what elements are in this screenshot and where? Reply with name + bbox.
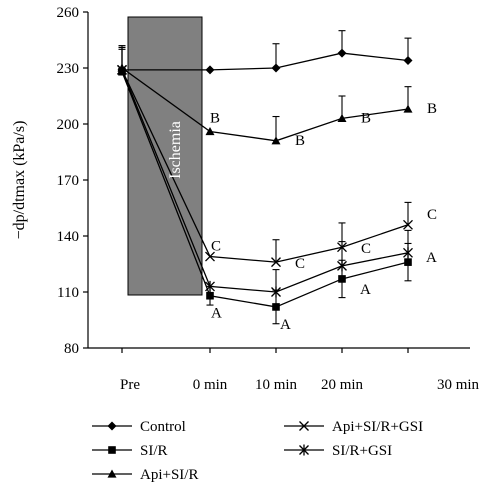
data-point	[337, 48, 347, 58]
y-tick-label: 170	[57, 173, 80, 189]
group-label: B	[295, 133, 305, 149]
series-4	[118, 46, 413, 298]
data-point	[403, 247, 413, 259]
series-layer: A A A A B B B B C C C C	[118, 30, 437, 333]
legend-marker	[107, 469, 117, 478]
y-tick-label: 260	[57, 5, 80, 21]
series-0	[118, 30, 413, 75]
pre-markers	[117, 63, 127, 76]
y-tick-label: 110	[57, 285, 79, 301]
series-2: B B B B	[118, 45, 437, 149]
y-tick-label: 140	[57, 229, 80, 245]
data-point	[206, 291, 214, 300]
data-point	[403, 104, 413, 113]
data-point	[337, 260, 347, 272]
x-tick-label: 20 min	[321, 377, 364, 393]
legend-label: SI/R+GSI	[332, 443, 392, 459]
legend-item: Api+SI/R	[92, 467, 198, 483]
x-tick-label: Pre	[120, 377, 140, 393]
data-point	[404, 258, 412, 266]
data-point	[403, 219, 413, 230]
data-point	[271, 257, 281, 268]
legend-label: Api+SI/R+GSI	[332, 419, 423, 435]
legend-marker	[299, 421, 309, 431]
data-point	[271, 63, 281, 73]
group-label: B	[210, 110, 220, 126]
data-point	[272, 303, 280, 311]
data-point	[403, 56, 413, 66]
legend-item: Api+SI/R+GSI	[284, 419, 423, 435]
y-tick-label: 230	[57, 61, 80, 77]
legend-item: SI/R	[92, 443, 168, 459]
legend: Control SI/R Api+SI/R Api+SI/R+GSI SI/R+GSI	[92, 419, 423, 483]
y-tick-label: 80	[64, 341, 79, 357]
group-label: B	[427, 101, 437, 117]
ischemia-box	[127, 16, 203, 296]
group-label: C	[427, 207, 437, 223]
legend-label: Api+SI/R	[140, 467, 198, 483]
data-point	[205, 251, 215, 262]
group-label: A	[426, 250, 437, 266]
series-3: C C C C	[118, 46, 437, 272]
legend-item: Control	[92, 419, 186, 435]
group-label: A	[211, 306, 222, 322]
x-tick-label: 10 min	[255, 377, 298, 393]
axes: 80 110 140 170 200 230 260 Pre 0 min 10 min 20 min…	[57, 5, 480, 393]
data-point	[205, 280, 215, 292]
data-point	[338, 275, 346, 283]
data-point	[271, 286, 281, 298]
legend-label: SI/R	[140, 443, 168, 459]
group-label: C	[295, 256, 305, 272]
data-point	[205, 126, 215, 136]
legend-marker	[299, 444, 309, 456]
x-tick-label: 30 min	[437, 377, 480, 393]
group-label: C	[361, 241, 371, 257]
legend-label: Control	[140, 419, 186, 435]
group-label: A	[360, 282, 371, 298]
x-tick-label: 0 min	[193, 377, 228, 393]
data-point	[205, 65, 215, 75]
y-axis-label: −dp/dtmax (kPa/s)	[11, 121, 28, 240]
group-label: A	[280, 317, 291, 333]
group-label: B	[361, 110, 371, 126]
data-point	[271, 136, 281, 145]
data-point	[117, 64, 127, 76]
legend-marker	[107, 421, 117, 431]
ischemia-label: Ischemia	[167, 121, 184, 179]
legend-item: SI/R+GSI	[284, 443, 392, 459]
y-tick-label: 200	[57, 117, 80, 133]
group-label: C	[211, 239, 221, 255]
legend-marker	[108, 446, 116, 454]
data-point	[337, 113, 347, 122]
